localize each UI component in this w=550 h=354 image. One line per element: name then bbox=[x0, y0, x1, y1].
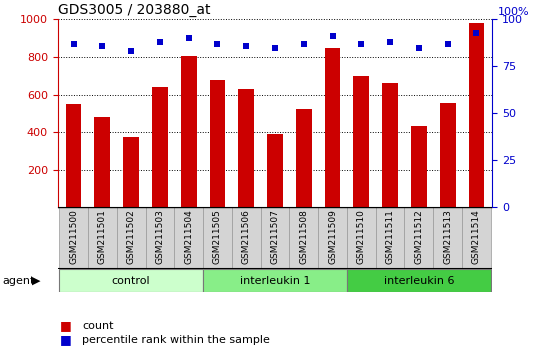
Point bbox=[156, 39, 164, 45]
Text: GSM211511: GSM211511 bbox=[386, 209, 394, 264]
Bar bbox=[238, 89, 254, 207]
Bar bbox=[210, 80, 226, 207]
Text: GSM211509: GSM211509 bbox=[328, 209, 337, 264]
Bar bbox=[376, 207, 404, 269]
Bar bbox=[433, 207, 462, 269]
Bar bbox=[88, 207, 117, 269]
Text: interleukin 6: interleukin 6 bbox=[383, 275, 454, 286]
Bar bbox=[203, 207, 232, 269]
Text: GSM211504: GSM211504 bbox=[184, 209, 193, 264]
Bar bbox=[469, 23, 485, 207]
Bar bbox=[411, 126, 427, 207]
Text: GSM211500: GSM211500 bbox=[69, 209, 78, 264]
Bar bbox=[59, 207, 88, 269]
Bar bbox=[440, 103, 455, 207]
Text: GSM211512: GSM211512 bbox=[414, 209, 424, 264]
Bar bbox=[296, 109, 312, 207]
Text: agent: agent bbox=[3, 275, 35, 286]
Bar bbox=[203, 269, 347, 292]
Point bbox=[126, 48, 135, 54]
Text: GSM211513: GSM211513 bbox=[443, 209, 452, 264]
Text: ▶: ▶ bbox=[31, 275, 40, 286]
Bar bbox=[347, 207, 376, 269]
Text: ■: ■ bbox=[60, 319, 72, 332]
Text: GSM211507: GSM211507 bbox=[271, 209, 279, 264]
Point bbox=[271, 45, 279, 50]
Bar bbox=[59, 269, 203, 292]
Point bbox=[472, 30, 481, 35]
Text: GSM211506: GSM211506 bbox=[242, 209, 251, 264]
Text: GSM211505: GSM211505 bbox=[213, 209, 222, 264]
Bar bbox=[289, 207, 318, 269]
Text: control: control bbox=[112, 275, 151, 286]
Bar bbox=[382, 83, 398, 207]
Point bbox=[242, 43, 251, 48]
Text: GSM211501: GSM211501 bbox=[98, 209, 107, 264]
Bar bbox=[462, 207, 491, 269]
Text: GSM211510: GSM211510 bbox=[357, 209, 366, 264]
Bar bbox=[232, 207, 261, 269]
Point bbox=[443, 41, 452, 47]
Text: interleukin 1: interleukin 1 bbox=[240, 275, 310, 286]
Text: GDS3005 / 203880_at: GDS3005 / 203880_at bbox=[58, 3, 210, 17]
Bar bbox=[152, 87, 168, 207]
Point bbox=[299, 41, 308, 47]
Text: percentile rank within the sample: percentile rank within the sample bbox=[82, 335, 271, 345]
Point bbox=[357, 41, 366, 47]
Text: count: count bbox=[82, 321, 114, 331]
Bar bbox=[174, 207, 203, 269]
Point bbox=[415, 45, 424, 50]
Point bbox=[328, 34, 337, 39]
Bar bbox=[261, 207, 289, 269]
Text: GSM211514: GSM211514 bbox=[472, 209, 481, 264]
Text: 100%: 100% bbox=[498, 7, 530, 17]
Point bbox=[184, 35, 193, 41]
Point bbox=[386, 39, 394, 45]
Point bbox=[213, 41, 222, 47]
Text: GSM211502: GSM211502 bbox=[126, 209, 136, 264]
Text: GSM211503: GSM211503 bbox=[156, 209, 164, 264]
Bar bbox=[65, 104, 81, 207]
Bar bbox=[117, 207, 146, 269]
Text: ■: ■ bbox=[60, 333, 72, 346]
Bar bbox=[181, 56, 196, 207]
Bar bbox=[347, 269, 491, 292]
Bar bbox=[404, 207, 433, 269]
Bar bbox=[318, 207, 347, 269]
Bar bbox=[324, 47, 340, 207]
Point bbox=[98, 43, 107, 48]
Bar bbox=[146, 207, 174, 269]
Bar bbox=[123, 137, 139, 207]
Bar bbox=[267, 134, 283, 207]
Bar bbox=[354, 76, 369, 207]
Text: GSM211508: GSM211508 bbox=[299, 209, 308, 264]
Bar bbox=[95, 117, 110, 207]
Point bbox=[69, 41, 78, 47]
